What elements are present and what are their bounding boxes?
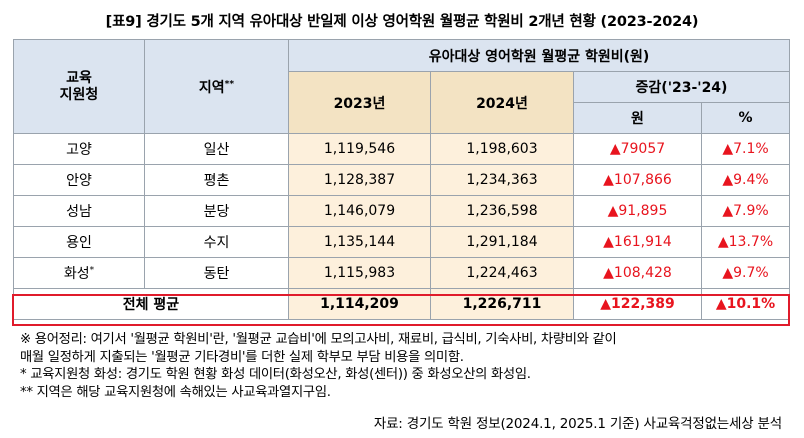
table-row: 안양 평촌 1,128,387 1,234,363 ▲107,866 ▲9.4% [13, 164, 790, 196]
cell-change-pct: ▲7.1% [701, 133, 790, 165]
cell-office: 용인 [13, 226, 145, 258]
header-group: 유아대상 영어학원 월평균 학원비(원) [288, 39, 790, 72]
cell-2024: 1,198,603 [430, 133, 574, 165]
cell-office: 성남 [13, 195, 145, 227]
header-pct: % [701, 102, 790, 134]
cell-office: 안양 [13, 164, 145, 196]
header-change: 증감('23-'24) [573, 71, 790, 103]
cell-2024: 1,234,363 [430, 164, 574, 196]
table-row: 고양 일산 1,119,546 1,198,603 ▲79057 ▲7.1% [13, 133, 790, 165]
cell-change-pct: ▲13.7% [701, 226, 790, 258]
cell-change-won: ▲108,428 [573, 257, 702, 289]
note-line: ** 지역은 해당 교육지원청에 속해있는 사교육과열지구임. [20, 384, 331, 400]
cell-change-won: ▲107,866 [573, 164, 702, 196]
average-change-pct: ▲10.1% [701, 288, 790, 320]
source-note: 자료: 경기도 학원 정보(2024.1, 2025.1 기준) 사교육걱정없는… [373, 416, 782, 432]
cell-change-pct: ▲9.7% [701, 257, 790, 289]
note-line: * 교육지원청 화성: 경기도 학원 현황 화성 데이터(화성오산, 화성(센터… [20, 367, 531, 382]
header-won: 원 [573, 102, 702, 134]
average-label: 전체 평균 [13, 288, 289, 320]
cell-change-pct: ▲7.9% [701, 195, 790, 227]
header-2023: 2023년 [288, 71, 431, 134]
note-line: 매월 일정하게 지출되는 '월평균 기타경비'를 더한 실제 학부모 부담 비용… [20, 349, 464, 365]
cell-office: 고양 [13, 133, 145, 165]
header-region-mark: ** [224, 78, 235, 89]
header-office-label: 교육 지원청 [59, 69, 99, 103]
cell-region: 동탄 [144, 257, 289, 289]
header-2024: 2024년 [430, 71, 574, 134]
cell-2023: 1,119,546 [288, 133, 431, 165]
header-office: 교육 지원청 [13, 39, 145, 134]
header-region-label: 지역 [198, 79, 225, 96]
average-2023: 1,114,209 [288, 288, 431, 320]
cell-change-won: ▲161,914 [573, 226, 702, 258]
cell-change-pct: ▲9.4% [701, 164, 790, 196]
cell-2023: 1,128,387 [288, 164, 431, 196]
header-region: 지역** [144, 39, 289, 134]
cell-change-won: ▲91,895 [573, 195, 702, 227]
table-row: 성남 분당 1,146,079 1,236,598 ▲91,895 ▲7.9% [13, 195, 790, 227]
cell-change-won: ▲79057 [573, 133, 702, 165]
cell-2023: 1,135,144 [288, 226, 431, 258]
cell-region: 수지 [144, 226, 289, 258]
table-row: 용인 수지 1,135,144 1,291,184 ▲161,914 ▲13.7… [13, 226, 790, 258]
note-line: ※ 용어정리: 여기서 '월평균 학원비'란, '월평균 교습비'에 모의고사비… [20, 332, 617, 347]
cell-region: 분당 [144, 195, 289, 227]
cell-2024: 1,224,463 [430, 257, 574, 289]
cell-office: 화성* [13, 257, 145, 289]
cell-2023: 1,115,983 [288, 257, 431, 289]
average-2024: 1,226,711 [430, 288, 574, 320]
average-row: 전체 평균 1,114,209 1,226,711 ▲122,389 ▲10.1… [13, 288, 790, 320]
average-change-won: ▲122,389 [573, 288, 702, 320]
table-row: 화성* 동탄 1,115,983 1,224,463 ▲108,428 ▲9.7… [13, 257, 790, 289]
cell-2024: 1,291,184 [430, 226, 574, 258]
tuition-table: 교육 지원청 지역** 유아대상 영어학원 월평균 학원비(원) 2023년 2… [13, 39, 790, 320]
notes: ※ 용어정리: 여기서 '월평균 학원비'란, '월평균 교습비'에 모의고사비… [20, 331, 790, 401]
table-title: [표9] 경기도 5개 지역 유아대상 반일제 이상 영어학원 월평균 학원비 … [105, 14, 699, 30]
cell-region: 일산 [144, 133, 289, 165]
cell-2024: 1,236,598 [430, 195, 574, 227]
cell-2023: 1,146,079 [288, 195, 431, 227]
cell-region: 평촌 [144, 164, 289, 196]
